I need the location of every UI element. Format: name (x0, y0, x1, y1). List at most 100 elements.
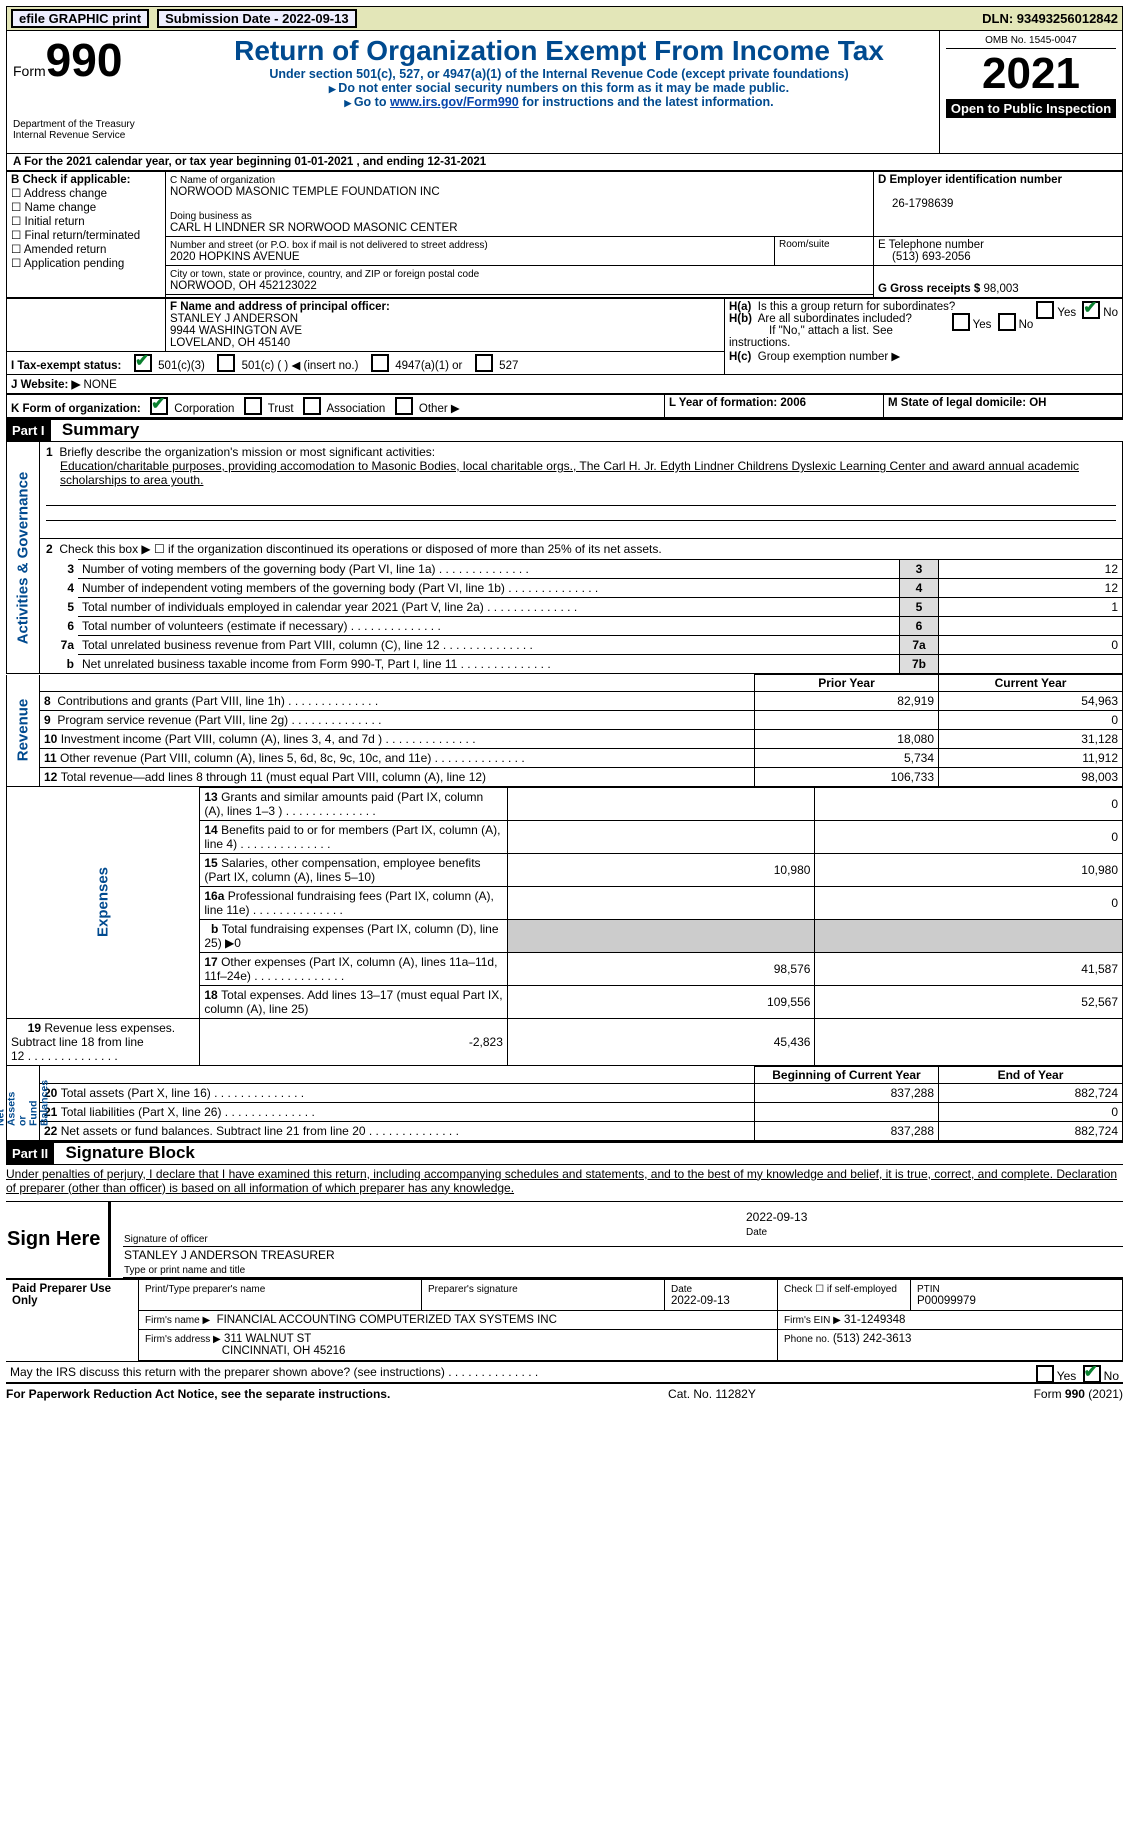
i-label: I Tax-exempt status: (11, 360, 121, 372)
ha-label: H(a) (729, 301, 751, 313)
discuss-row: May the IRS discuss this return with the… (6, 1361, 1123, 1384)
discuss-yes[interactable] (1036, 1365, 1054, 1383)
form-title: Return of Organization Exempt From Incom… (185, 35, 933, 67)
hc-label: H(c) (729, 351, 751, 363)
i-501c3[interactable] (134, 354, 152, 372)
col-eoy: End of Year (939, 1066, 1123, 1083)
row3: Number of voting members of the governin… (78, 560, 900, 579)
efile-button[interactable]: efile GRAPHIC print (11, 9, 149, 28)
vlabel-rev: Revenue (15, 699, 32, 762)
form-number: 990 (46, 34, 123, 86)
m-state: M State of legal domicile: OH (884, 395, 1123, 418)
form-footer: Form 990 (2021) (1034, 1387, 1123, 1401)
org-address: 2020 HOPKINS AVENUE (170, 251, 300, 263)
ein-value: 26-1798639 (878, 198, 953, 210)
i-4947[interactable] (371, 354, 389, 372)
b-opt-2[interactable]: Initial return (25, 216, 85, 228)
discuss-no[interactable] (1083, 1365, 1101, 1383)
row4: Number of independent voting members of … (78, 579, 900, 598)
i-501c[interactable] (217, 354, 235, 372)
firm-name: FINANCIAL ACCOUNTING COMPUTERIZED TAX SY… (217, 1314, 557, 1326)
summary-netassets: Net Assets or Fund Balances Beginning of… (6, 1066, 1123, 1141)
part-ii-header: Part II Signature Block (6, 1141, 1123, 1165)
officer-addr: 9944 WASHINGTON AVE (170, 325, 302, 337)
addr-label: Number and street (or P.O. box if mail i… (170, 240, 488, 251)
b-opt-0[interactable]: Address change (24, 188, 107, 200)
omb-number: OMB No. 1545-0047 (946, 33, 1116, 49)
website-value: NONE (84, 379, 117, 391)
officer-printed-name: STANLEY J ANDERSON TREASURER (124, 1248, 335, 1262)
g-label: G Gross receipts $ (878, 283, 980, 295)
col-curr: Current Year (939, 675, 1123, 692)
b-opt-1[interactable]: Name change (25, 202, 97, 214)
paid-preparer-block: Paid Preparer Use Only Print/Type prepar… (6, 1278, 1123, 1361)
ha-no[interactable] (1082, 301, 1100, 319)
b-opt-4[interactable]: Amended return (24, 244, 106, 256)
summary-ag: Activities & Governance 1 Briefly descri… (6, 442, 1123, 674)
hb-no[interactable] (998, 313, 1016, 331)
firm-ein: 31-1249348 (844, 1314, 905, 1326)
sig-date: 2022-09-13 (746, 1210, 807, 1224)
firm-addr1: 311 WALNUT ST (224, 1333, 311, 1345)
hb-text: Are all subordinates included? (758, 313, 912, 325)
d-label: D Employer identification number (878, 174, 1062, 186)
s1-body: Education/charitable purposes, providing… (46, 459, 1116, 487)
col-boy: Beginning of Current Year (755, 1066, 939, 1083)
declaration: Under penalties of perjury, I declare th… (6, 1165, 1123, 1201)
s1-num: 1 (46, 445, 53, 459)
k-corp[interactable] (150, 397, 168, 415)
part-i-title: Summary (62, 420, 139, 439)
cat-no: Cat. No. 11282Y (668, 1387, 756, 1401)
ha-yes[interactable] (1036, 301, 1054, 319)
b-opt-3[interactable]: Final return/terminated (25, 230, 141, 242)
c-name-label: C Name of organization (170, 175, 275, 186)
sign-here-block: Sign Here Signature of officer 2022-09-1… (6, 1201, 1123, 1278)
page-footer: For Paperwork Reduction Act Notice, see … (6, 1384, 1123, 1401)
row6: Total number of volunteers (estimate if … (78, 617, 900, 636)
j-label: J Website: ▶ (11, 379, 80, 391)
i-527[interactable] (475, 354, 493, 372)
summary-rev: Revenue Prior Year Current Year 8 Contri… (6, 674, 1123, 787)
note-2-prefix: Go to (344, 95, 390, 109)
k-assoc[interactable] (303, 397, 321, 415)
s1-label: Briefly describe the organization's miss… (59, 445, 435, 459)
form-header: Form990 Department of the Treasury Inter… (6, 31, 1123, 154)
e-label: E Telephone number (878, 239, 984, 251)
dln-label: DLN: 93493256012842 (982, 11, 1118, 26)
s2-text: Check this box ▶ ☐ if the organization d… (59, 542, 661, 556)
pra-notice: For Paperwork Reduction Act Notice, see … (6, 1387, 390, 1401)
firm-addr2: CINCINNATI, OH 45216 (222, 1345, 346, 1357)
f-label: F Name and address of principal officer: (170, 301, 390, 313)
officer-city: LOVELAND, OH 45140 (170, 337, 290, 349)
irs-label: Internal Revenue Service (13, 130, 173, 141)
form-subtitle: Under section 501(c), 527, or 4947(a)(1)… (185, 67, 933, 81)
hb-yes[interactable] (952, 313, 970, 331)
part-ii-title: Signature Block (65, 1143, 194, 1162)
note-2-suffix: for instructions and the latest informat… (522, 95, 773, 109)
printed-name-label: Type or print name and title (124, 1265, 245, 1276)
irs-link[interactable]: www.irs.gov/Form990 (390, 95, 519, 109)
part-ii-bar: Part II (6, 1143, 54, 1164)
k-trust[interactable] (244, 397, 262, 415)
room-label: Room/suite (775, 237, 874, 266)
dba-label: Doing business as (170, 211, 252, 222)
phone-value: (513) 693-2056 (878, 251, 971, 263)
b-opt-5[interactable]: Application pending (24, 258, 124, 270)
vlabel-na: Net Assets or Fund Balances (0, 1080, 51, 1126)
hb-note: If "No," attach a list. See instructions… (729, 325, 893, 349)
ptin-value: P00099979 (917, 1295, 976, 1307)
org-info-table: B Check if applicable: ☐ Address change … (6, 171, 1123, 298)
tax-year: 2021 (946, 49, 1116, 99)
b-label: B Check if applicable: (11, 174, 131, 186)
k-label: K Form of organization: (11, 403, 141, 415)
klm-row: K Form of organization: Corporation Trus… (6, 394, 1123, 418)
part-i-header: Part I Summary (6, 418, 1123, 442)
row7a: Total unrelated business revenue from Pa… (78, 636, 900, 655)
col-prior: Prior Year (755, 675, 939, 692)
k-other[interactable] (395, 397, 413, 415)
line-a: A For the 2021 calendar year, or tax yea… (6, 154, 1123, 171)
public-inspection: Open to Public Inspection (946, 99, 1116, 118)
form-prefix: Form (13, 63, 46, 79)
submission-button[interactable]: Submission Date - 2022-09-13 (157, 9, 357, 28)
row5: Total number of individuals employed in … (78, 598, 900, 617)
